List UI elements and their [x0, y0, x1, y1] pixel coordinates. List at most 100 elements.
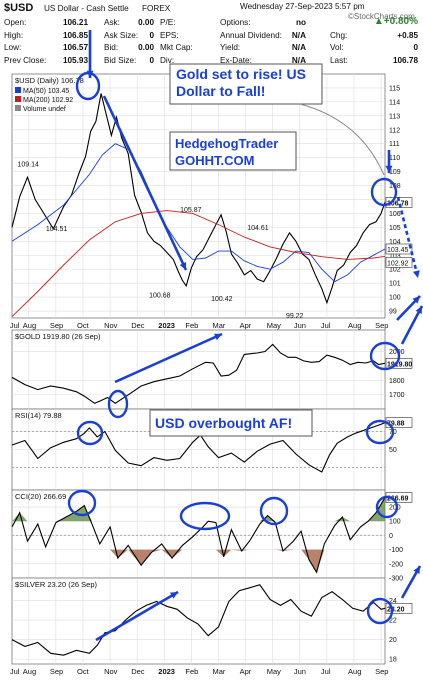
cci-oversold-fill: [12, 535, 385, 573]
x-tick-label: Apr: [240, 321, 252, 330]
callout-box-rsi: [149, 409, 313, 437]
x-tick-label: Sep: [50, 321, 63, 330]
change-label: Chg:: [330, 30, 348, 40]
brand-label: ©StockCharts.com: [348, 12, 415, 21]
highlight-circle-gold-now: [369, 341, 401, 371]
y-tick-label: 106: [389, 211, 401, 218]
arrow-dotted-fall-head: [412, 270, 420, 278]
callout-text-gold: Gold set to rise! US: [176, 66, 306, 82]
x-tick-label: 2023: [158, 667, 175, 676]
x-tick-label: Jun: [294, 321, 306, 330]
change-label: Last:: [330, 55, 348, 65]
price-label: 105.87: [180, 207, 202, 214]
price-label: 100.42: [211, 296, 233, 303]
fundamentals-label: Div:: [160, 55, 175, 65]
y-tick-label: 114: [389, 99, 400, 106]
x-tick-label: 2023: [158, 321, 175, 330]
last-value-label: 106.78: [387, 201, 409, 208]
last-value-label: 79.88: [387, 421, 405, 428]
x-tick-label: Sep: [375, 321, 388, 330]
symbol: $USD: [4, 2, 34, 14]
x-tick-label: Dec: [131, 321, 145, 330]
ask_bid-value: 0.00: [138, 43, 154, 52]
legend-entry: MA(200) 102.92: [23, 97, 73, 104]
panel-title: CCI(20) 266.69: [15, 492, 66, 501]
x-tick-label: Mar: [213, 321, 226, 330]
description: US Dollar - Cash Settle: [44, 4, 129, 13]
y-tick-label: 100: [389, 295, 401, 302]
x-tick-label: May: [267, 321, 281, 330]
price-label: 99.22: [286, 313, 304, 320]
callout-text-brand: GOHHT.COM: [175, 153, 254, 168]
arrow-gold-rise: [114, 332, 223, 384]
y-tick-label: 113: [389, 113, 400, 120]
fundamentals-label: Mkt Cap:: [160, 43, 193, 52]
panel-frame: [11, 577, 386, 665]
price-label: 109.14: [17, 162, 39, 169]
y-tick-label: 102: [389, 267, 401, 274]
options-value: N/A: [291, 43, 306, 52]
legend-swatch: [15, 87, 21, 93]
quote-label: Prev Close:: [4, 55, 47, 65]
y-tick-label: 101: [389, 281, 401, 288]
x-tick-label: Feb: [185, 667, 198, 676]
series-line-rsi: [11, 422, 386, 473]
options-value: N/A: [291, 55, 306, 65]
ask_bid-value: 0: [149, 30, 154, 40]
highlight-circle-cci-now: [375, 495, 399, 519]
y-tick-label: 111: [389, 141, 400, 148]
last-value-box: [385, 243, 413, 255]
change-label: Vol:: [330, 43, 344, 52]
arrow-cci-up-head: [413, 566, 420, 574]
x-tick-label: Jul: [321, 667, 331, 676]
change-value: +0.85: [397, 30, 418, 40]
panel-frame: [11, 329, 386, 410]
quote-label: High:: [4, 30, 24, 40]
x-tick-label: Sep: [375, 667, 388, 676]
last-value-label: 1919.80: [387, 361, 412, 368]
y-tick-label: 104: [389, 239, 401, 246]
quote-value: 106.57: [62, 43, 88, 52]
y-tick-label: 1700: [389, 392, 405, 399]
options-value: N/A: [291, 30, 306, 40]
y-tick-label: -200: [389, 561, 403, 568]
options-value: no: [295, 18, 306, 27]
ask_bid-value: 0: [149, 55, 154, 65]
x-tick-label: Aug: [348, 321, 361, 330]
x-tick-label: Nov: [104, 321, 118, 330]
callout-text-rsi: USD overbought AF!: [155, 415, 292, 431]
x-tick-label: Oct: [77, 667, 90, 676]
arrow-silver-rise: [95, 590, 179, 642]
callout-box-gold: [169, 63, 323, 105]
last-value-label: 103.45: [387, 247, 409, 254]
y-tick-label: 1800: [389, 378, 405, 385]
arrow-silver-rise-head: [170, 592, 178, 599]
series-line-silver: [11, 584, 386, 656]
arrow-gold-rise-head: [214, 333, 222, 341]
y-tick-label: 112: [389, 127, 400, 134]
legend-swatch: [15, 96, 21, 102]
x-tick-label: Mar: [213, 667, 226, 676]
quote-value: 106.21: [62, 18, 88, 27]
y-tick-label: 105: [389, 225, 401, 232]
change-value: 106.78: [392, 55, 418, 65]
change-value: 0: [413, 43, 418, 52]
y-tick-label: -100: [389, 547, 403, 554]
price-label: 100.68: [149, 293, 171, 300]
x-tick-label: Aug: [348, 667, 361, 676]
change-value: ▲+0.80%: [373, 16, 418, 27]
y-tick-label: 2000: [389, 349, 405, 356]
x-tick-label: Feb: [185, 321, 198, 330]
panel-title: $USD (Daily) 106.78: [15, 76, 84, 85]
arrow-decline-head: [179, 262, 187, 270]
y-tick-label: 110: [389, 155, 400, 162]
x-tick-label: Dec: [131, 667, 145, 676]
y-tick-label: 115: [389, 85, 400, 92]
y-tick-label: 18: [389, 657, 397, 664]
options-label: Annual Dividend:: [220, 30, 282, 40]
panel-title: $GOLD 1919.80 (26 Sep): [15, 332, 101, 341]
x-tick-label: Aug: [23, 667, 36, 676]
fundamentals-label: P/E:: [160, 18, 176, 27]
